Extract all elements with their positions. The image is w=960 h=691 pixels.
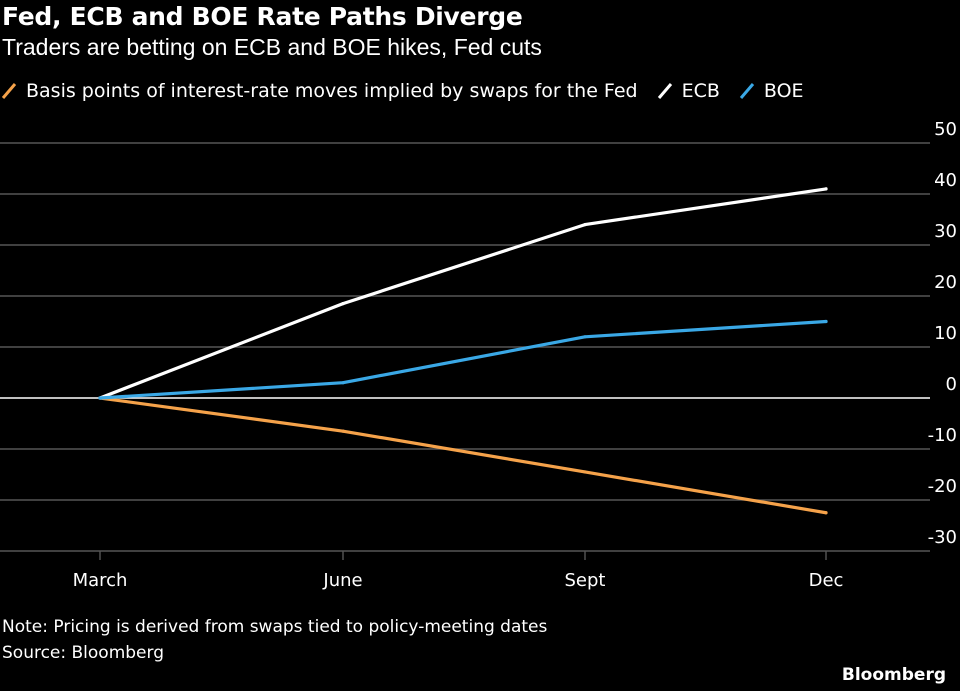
x-tick-label: Sept: [565, 570, 606, 591]
legend-swatch-ecb: [656, 81, 674, 101]
x-tick-label: Dec: [809, 570, 844, 591]
chart-source: Source: Bloomberg: [2, 643, 164, 663]
legend-swatch-fed: [0, 81, 18, 101]
y-tick-label: -10: [928, 425, 957, 446]
data-point-boe: [583, 335, 587, 339]
data-point-boe: [824, 319, 828, 324]
x-tick-label: June: [322, 570, 362, 591]
data-point-fed: [341, 429, 345, 433]
legend-item-ecb: ECB: [656, 80, 720, 102]
data-point-boe: [98, 396, 102, 400]
data-point-fed: [824, 511, 828, 515]
y-tick-label: 10: [934, 323, 957, 344]
legend-item-fed: Basis points of interest-rate moves impl…: [0, 80, 638, 102]
data-point-ecb: [583, 223, 587, 227]
y-tick-label: -20: [928, 476, 957, 497]
data-point-fed: [583, 470, 587, 474]
legend-swatch-boe: [738, 81, 756, 101]
x-tick-label: March: [73, 570, 128, 591]
legend-label-ecb: ECB: [681, 80, 720, 102]
series-line-fed: [98, 396, 828, 515]
y-tick-label: 50: [934, 119, 957, 140]
chart-note: Note: Pricing is derived from swaps tied…: [2, 617, 548, 637]
bloomberg-logo: Bloomberg: [841, 665, 946, 685]
chart-title: Fed, ECB and BOE Rate Paths Diverge: [2, 2, 523, 31]
y-tick-label: 0: [946, 374, 957, 395]
legend-label-fed: Basis points of interest-rate moves impl…: [26, 80, 638, 102]
chart-subtitle: Traders are betting on ECB and BOE hikes…: [2, 34, 542, 60]
y-tick-label: 30: [934, 221, 957, 242]
series-line-ecb: [98, 187, 828, 400]
series-line-boe: [98, 319, 828, 400]
y-tick-label: 20: [934, 272, 957, 293]
data-point-boe: [341, 381, 345, 385]
legend-label-boe: BOE: [763, 80, 804, 102]
y-tick-label: -30: [928, 527, 957, 548]
legend: Basis points of interest-rate moves impl…: [0, 78, 822, 104]
y-tick-label: 40: [934, 170, 957, 191]
data-point-ecb: [824, 187, 828, 191]
legend-item-boe: BOE: [738, 80, 804, 102]
data-point-ecb: [341, 302, 345, 306]
